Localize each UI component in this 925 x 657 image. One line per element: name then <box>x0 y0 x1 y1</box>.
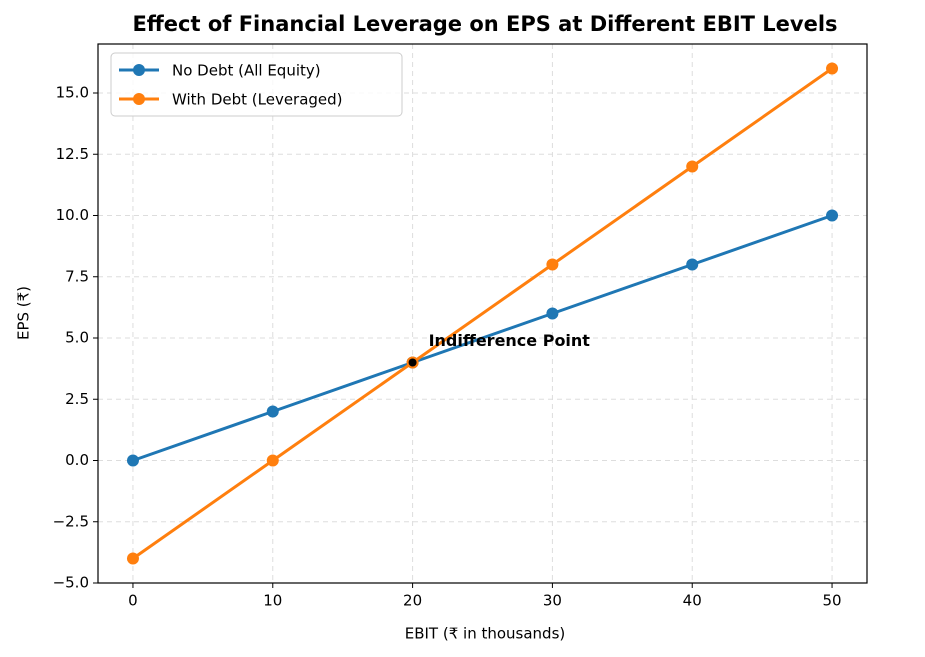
legend-label: With Debt (Leveraged) <box>172 91 343 109</box>
data-point <box>826 62 839 75</box>
plot-frame <box>97 43 868 584</box>
data-point <box>546 258 559 271</box>
y-tick-label: 0.0 <box>65 451 89 469</box>
data-point <box>266 405 279 418</box>
series-line <box>132 67 833 560</box>
y-tick-label: 5.0 <box>65 329 89 347</box>
annotation-text: Indifference Point <box>429 331 591 350</box>
y-tick-label: 15.0 <box>56 84 89 102</box>
y-tick-label: 2.5 <box>65 390 89 408</box>
data-point <box>126 552 139 565</box>
y-tick-label: 7.5 <box>65 267 89 285</box>
legend-marker <box>133 93 145 105</box>
x-tick-label: 20 <box>403 592 422 610</box>
x-axis-label: EBIT (₹ in thousands) <box>405 625 566 643</box>
series-line <box>132 214 833 462</box>
y-tick-label: −5.0 <box>53 574 89 592</box>
data-point <box>686 160 699 173</box>
y-tick-label: 10.0 <box>56 206 89 224</box>
x-tick-label: 0 <box>128 592 138 610</box>
legend-marker <box>133 64 145 76</box>
chart-title: Effect of Financial Leverage on EPS at D… <box>132 12 837 36</box>
annotation-point <box>408 358 417 367</box>
data-point <box>686 258 699 271</box>
y-tick-label: −2.5 <box>53 512 89 530</box>
data-point <box>826 209 839 222</box>
legend-label: No Debt (All Equity) <box>172 62 321 80</box>
x-tick-label: 10 <box>263 592 282 610</box>
x-tick-label: 40 <box>683 592 702 610</box>
x-tick-label: 30 <box>543 592 562 610</box>
data-point <box>126 454 139 467</box>
y-axis-label: EPS (₹) <box>15 286 33 340</box>
x-tick-label: 50 <box>822 592 841 610</box>
data-point <box>266 454 279 467</box>
data-point <box>546 307 559 320</box>
legend-box <box>110 52 403 117</box>
y-tick-label: 12.5 <box>56 145 89 163</box>
